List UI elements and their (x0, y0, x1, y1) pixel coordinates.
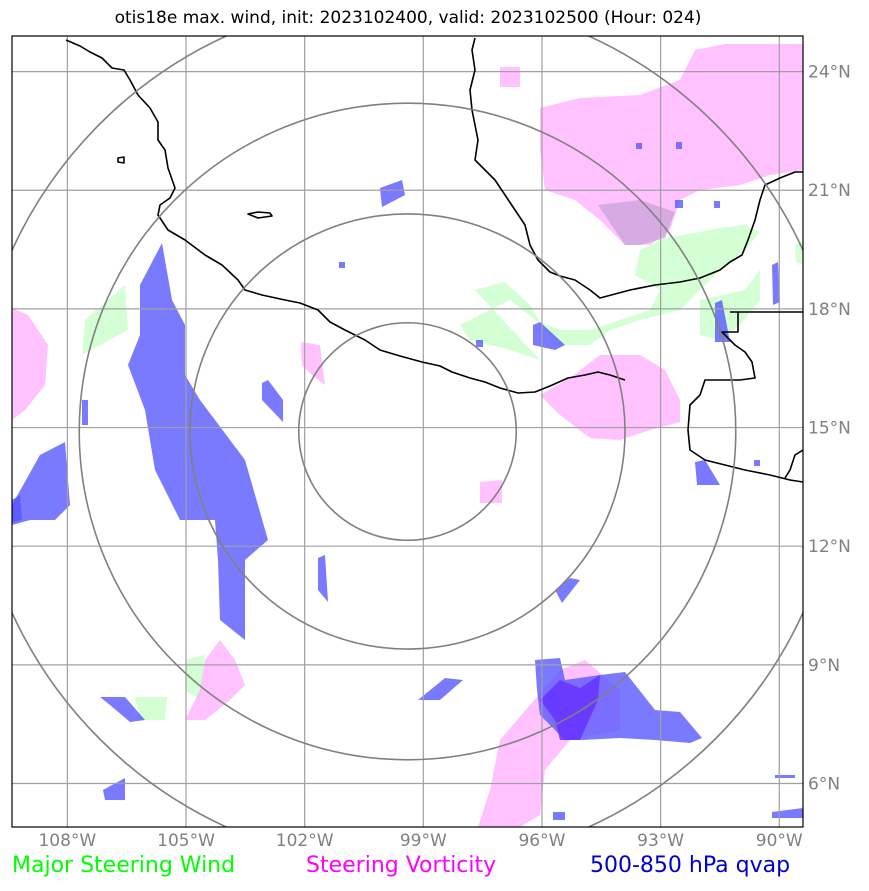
island (247, 211, 273, 219)
plot-border (11, 35, 804, 828)
lon-tick-label: 93°W (637, 831, 684, 851)
qvap-area (12, 442, 70, 525)
wind-area (795, 240, 803, 265)
range-ring (189, 213, 626, 650)
latitude-labels: 24°N 21°N 18°N 15°N 12°N 9°N 6°N (808, 63, 851, 795)
qvap-area (318, 555, 328, 602)
qvap-area (676, 142, 682, 149)
legend-steering-vorticity: Steering Vorticity (306, 853, 497, 878)
legend-qvap: 500-850 hPa qvap (590, 853, 791, 878)
qvap-area (12, 495, 22, 522)
lon-tick-label: 108°W (38, 831, 96, 851)
qvap-area (553, 812, 565, 820)
qvap-area (100, 697, 145, 722)
range-ring (78, 102, 737, 761)
range-rings (12, 36, 803, 827)
range-ring (297, 321, 518, 542)
qvap-area (714, 201, 720, 208)
qvap-area (533, 322, 565, 350)
wind-area (135, 697, 167, 720)
qvap-area (695, 460, 720, 485)
wind-area (82, 285, 128, 355)
vorticity-area (540, 44, 803, 245)
qvap-area (103, 778, 125, 800)
lat-tick-label: 9°N (808, 656, 840, 676)
qvap-area (772, 808, 803, 818)
legend-steering-wind: Major Steering Wind (12, 853, 236, 878)
lon-tick-label: 96°W (518, 831, 565, 851)
qvap-area (128, 243, 268, 640)
qvap-area (82, 400, 88, 425)
overlap-area (540, 675, 600, 740)
lon-tick-label: 105°W (157, 831, 215, 851)
longitude-labels: 108°W 105°W 102°W 99°W 96°W 93°W 90°W (38, 831, 802, 851)
qvap-area (380, 180, 405, 207)
map-title: otis18e max. wind, init: 2023102400, val… (114, 8, 702, 28)
guatemala-border (687, 312, 803, 483)
vorticity-area (301, 342, 325, 385)
wind-area (185, 655, 205, 700)
gulf-coast (469, 37, 803, 299)
vorticity-area (480, 480, 502, 503)
lat-tick-label: 12°N (808, 537, 851, 557)
vorticity-area (12, 308, 48, 420)
qvap-vorticity-overlap (540, 675, 600, 740)
qvap-area (339, 262, 345, 268)
qvap-area (636, 143, 642, 149)
qvap-area (262, 380, 283, 422)
gridlines (12, 36, 803, 827)
qvap-area (418, 678, 463, 700)
qvap-area (675, 200, 683, 208)
lon-tick-label: 99°W (400, 831, 447, 851)
overlap-area (598, 200, 675, 245)
wind-vorticity-overlap (598, 200, 675, 245)
wind-area (460, 225, 760, 360)
lat-tick-label: 6°N (808, 774, 840, 794)
qvap-area (754, 460, 760, 466)
steering-vorticity-layer (12, 44, 803, 827)
qvap-area (555, 578, 580, 603)
lat-tick-label: 21°N (808, 181, 851, 201)
lat-tick-label: 18°N (808, 300, 851, 320)
qvap-area (775, 775, 795, 778)
lon-tick-label: 90°W (756, 831, 803, 851)
qvap-area (772, 262, 780, 305)
lon-tick-label: 102°W (276, 831, 334, 851)
belize-coast (784, 449, 803, 479)
qvap-area (476, 340, 483, 347)
vorticity-area (500, 67, 520, 87)
vorticity-area (185, 640, 245, 720)
lat-tick-label: 15°N (808, 419, 851, 439)
lat-tick-label: 24°N (808, 63, 851, 83)
island (117, 156, 125, 164)
